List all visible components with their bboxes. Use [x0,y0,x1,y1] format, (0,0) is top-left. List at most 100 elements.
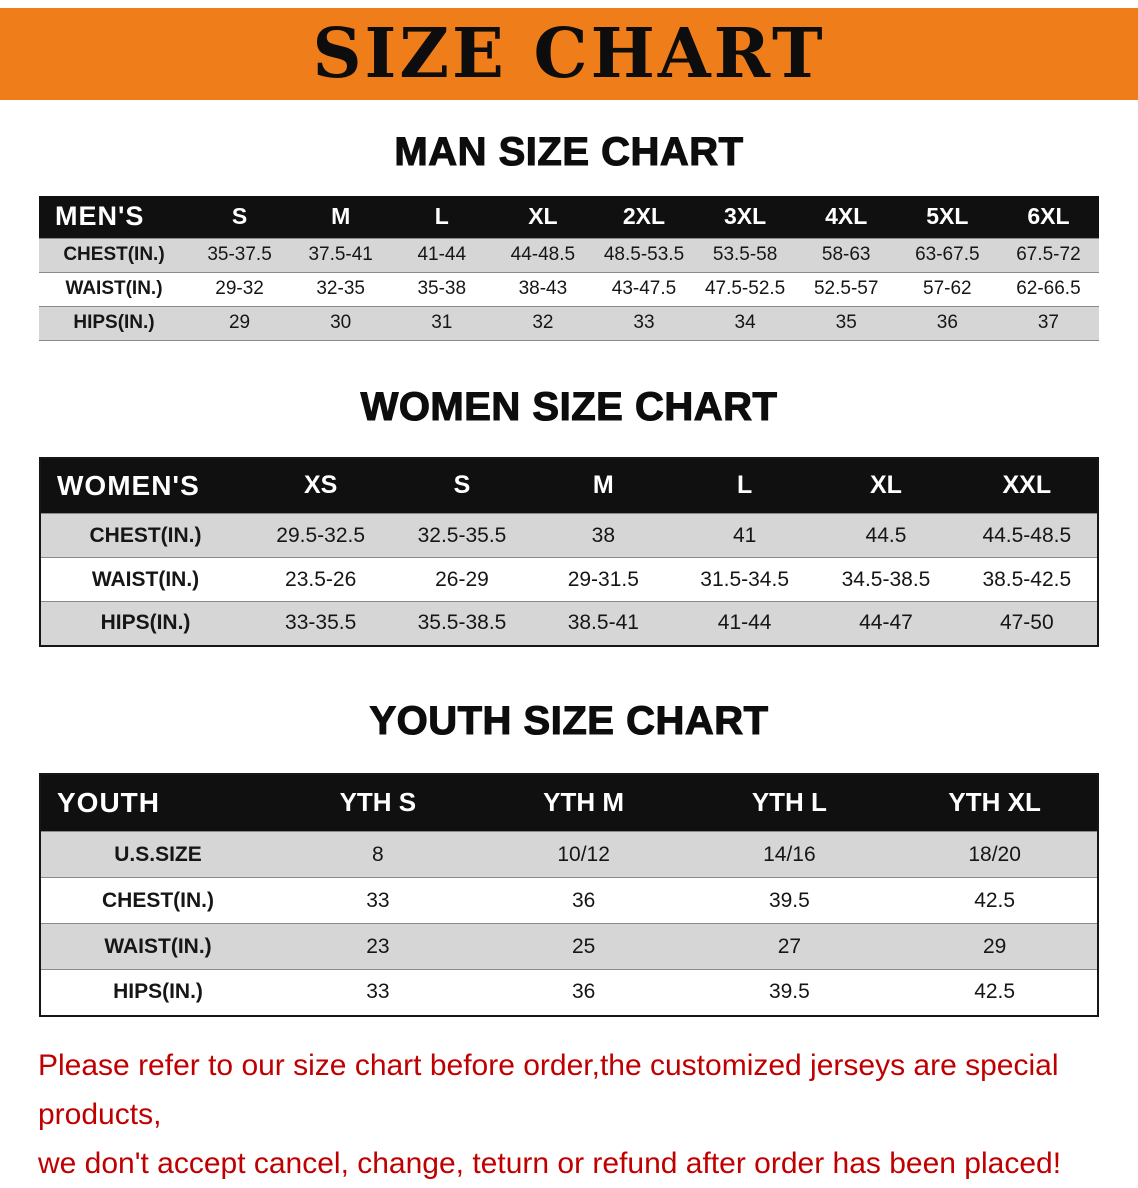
size-value-cell: 43-47.5 [611,278,677,299]
size-value-cell: 35-38 [417,278,467,299]
size-value-cell: 44.5 [865,523,907,547]
size-value-cell: 67.5-72 [1016,244,1081,265]
size-value-cell: 34.5-38.5 [841,567,931,591]
size-value-cell: 44-48.5 [510,244,576,265]
size-value-cell: 30 [330,312,352,333]
size-value-cell: 35 [835,312,857,333]
size-column-header: XXL [956,457,1098,514]
size-value-cell: 39.5 [768,888,810,912]
size-value-cell: 25 [571,934,596,958]
size-value-cell: 42.5 [974,888,1016,912]
size-value-cell: 58-63 [821,244,871,265]
size-value-cell: 38.5-42.5 [982,567,1072,591]
size-value-cell: 33 [366,888,390,912]
size-value-cell: 57-62 [923,278,972,299]
size-value-cell: 31.5-34.5 [700,567,790,591]
size-value-cell: 48.5-53.5 [603,244,685,265]
size-value-cell: 29 [982,934,1007,958]
size-value-cell: 41-44 [717,611,772,635]
size-column-header: YTH S [275,773,481,832]
row-label: HIPS(IN.) [73,312,155,333]
size-value-cell: 23 [366,934,390,958]
table-row: HIPS(IN.) 33-35.5 35.5-38.5 38.5-41 41-44 44-… [40,601,1098,646]
table-row: CHEST(IN.) 35-37.5 37.5-41 41-44 44-48.5 48.5… [39,238,1099,272]
size-value-cell: 35-37.5 [207,244,272,265]
size-value-cell: 29-31.5 [567,567,639,591]
size-value-cell: 38-43 [518,278,568,299]
table-header-row: MEN'S S M L XL 2XL 3XL 4XL 5XL 6XL [39,196,1099,238]
size-column-header: YTH XL [892,773,1098,832]
women-size-table: WOMEN'S XS S M L XL XXL CHEST(IN.) 29.5-32.5 32.5… [39,456,1099,647]
size-value-cell: 26-29 [435,567,489,591]
size-value-cell: 33-35.5 [285,611,357,635]
size-column-header: YTH L [686,773,893,832]
size-value-cell: 47-50 [999,611,1054,635]
size-column-header: XL [492,196,594,238]
size-column-header: 4XL [795,196,897,238]
row-label: WAIST(IN.) [65,278,163,299]
size-value-cell: 14/16 [763,842,816,866]
table-row: HIPS(IN.) 33 36 39.5 42.5 [40,969,1098,1016]
size-value-cell: 38 [591,523,615,547]
size-value-cell: 37 [1037,312,1059,333]
size-value-cell: 27 [777,934,802,958]
size-value-cell: 33 [633,312,655,333]
size-column-header: S [189,196,291,238]
table-row: WAIST(IN.) 29-32 32-35 35-38 38-43 43-47.5 47.… [39,272,1099,306]
size-value-cell: 32-35 [316,278,365,299]
size-value-cell: 29-32 [215,278,264,299]
youth-size-section: YOUTH SIZE CHART YOUTH YTH S YTH M YTH L YTH… [0,698,1138,1017]
size-value-cell: 42.5 [974,980,1016,1004]
size-column-header: YTH M [480,773,687,832]
size-column-header: 6XL [997,196,1099,238]
size-value-cell: 52.5-57 [813,278,879,299]
size-value-cell: 34 [734,312,756,333]
size-value-cell: 44.5-48.5 [982,523,1072,547]
row-label: CHEST(IN.) [102,888,214,912]
disclaimer-line-2: we don't accept cancel, change, teturn o… [38,1146,1062,1180]
size-column-header: XS [250,457,392,514]
size-value-cell: 47.5-52.5 [704,278,786,299]
table-title-cell: MEN'S [39,196,189,238]
size-value-cell: 63-67.5 [915,244,980,265]
women-section-heading: WOMEN SIZE CHART [360,384,778,429]
youth-size-table: YOUTH YTH S YTH M YTH L YTH XL U.S.SIZE 8 10/12… [39,772,1099,1017]
men-section-heading: MAN SIZE CHART [394,129,744,174]
size-value-cell: 29 [228,312,251,333]
table-title-cell: YOUTH [40,773,275,832]
disclaimer-line-1: Please refer to our size chart before or… [38,1048,1059,1131]
size-column-header: M [290,196,392,238]
table-title-cell: WOMEN'S [40,457,250,514]
size-value-cell: 18/20 [968,842,1021,866]
size-value-cell: 36 [936,312,958,333]
table-header-row: WOMEN'S XS S M L XL XXL [40,457,1098,514]
size-value-cell: 29.5-32.5 [276,523,366,547]
size-chart-banner: SIZE CHART [0,8,1138,100]
size-value-cell: 44-47 [859,611,913,635]
size-value-cell: 10/12 [557,842,610,866]
row-label: WAIST(IN.) [91,567,200,591]
size-column-header: 2XL [593,196,695,238]
size-value-cell: 41 [732,523,757,547]
men-size-table: MEN'S S M L XL 2XL 3XL 4XL 5XL 6XL CHEST(IN.) 35-37… [39,196,1099,341]
size-column-header: M [532,457,674,514]
youth-section-heading: YOUTH SIZE CHART [369,698,769,743]
table-row: CHEST(IN.) 33 36 39.5 42.5 [40,877,1098,924]
size-column-header: L [391,196,493,238]
size-value-cell: 8 [372,842,384,866]
table-row: WAIST(IN.) 23.5-26 26-29 29-31.5 31.5-34.5 34… [40,557,1098,602]
table-row: U.S.SIZE 8 10/12 14/16 18/20 [40,831,1098,878]
size-value-cell: 36 [571,980,596,1004]
table-row: WAIST(IN.) 23 25 27 29 [40,923,1098,970]
row-label: CHEST(IN.) [89,523,202,547]
row-label: HIPS(IN.) [100,611,191,635]
size-value-cell: 53.5-58 [712,244,778,265]
table-header-row: YOUTH YTH S YTH M YTH L YTH XL [40,773,1098,832]
size-value-cell: 23.5-26 [285,567,357,591]
size-column-header: L [673,457,816,514]
size-value-cell: 32 [532,312,554,333]
row-label: U.S.SIZE [114,842,202,866]
men-size-section: MAN SIZE CHART MEN'S S M L XL 2XL 3XL 4XL 5XL 6XL… [0,129,1138,341]
size-value-cell: 35.5-38.5 [417,611,507,635]
size-value-cell: 32.5-35.5 [417,523,507,547]
